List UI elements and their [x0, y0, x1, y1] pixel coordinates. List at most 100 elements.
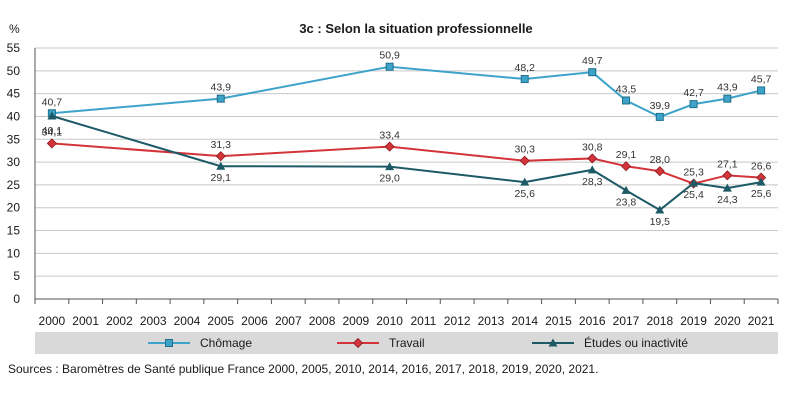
data-point-marker	[165, 339, 173, 347]
data-point-marker	[621, 185, 631, 194]
data-labels: 40,7 43,9 50,9 48,2 49,7 43,5 39,9 42,7 43,9 45,7…	[42, 50, 772, 228]
data-point-marker	[215, 151, 226, 162]
data-label: 29,1	[616, 149, 637, 161]
x-tick-label: 2017	[613, 314, 640, 328]
x-tick-label: 2000	[39, 314, 66, 328]
data-point-marker	[385, 62, 394, 71]
data-point-marker	[620, 161, 632, 172]
data-label: 25,6	[514, 188, 535, 200]
x-tick-label: 2001	[72, 314, 99, 328]
x-tick-label: 2007	[275, 314, 302, 328]
x-tick-label: 2003	[140, 314, 167, 328]
data-label: 43,5	[616, 83, 637, 95]
data-point-marker	[722, 183, 732, 192]
data-point-marker	[519, 155, 530, 166]
data-label: 25,6	[751, 188, 772, 200]
data-point-marker	[655, 112, 664, 121]
series-path	[51, 115, 762, 212]
x-axis-ticks: 2000 2001 2002 2003 2004 2005 2006 2007 2008 2009…	[39, 314, 775, 328]
x-tick-label: 2014	[511, 314, 538, 328]
data-point-marker	[385, 162, 395, 171]
y-tick-label: 10	[7, 246, 21, 260]
data-point-marker	[384, 141, 395, 152]
legend: Chômage Travail Études ou inactivité	[35, 332, 778, 354]
x-tick-label: 2016	[579, 314, 606, 328]
data-point-marker	[588, 68, 597, 77]
x-tick-label: 2004	[174, 314, 201, 328]
x-tick-label: 2012	[444, 314, 471, 328]
data-label: 28,3	[582, 176, 603, 188]
series-line	[47, 111, 766, 214]
data-label: 24,3	[717, 194, 738, 206]
x-tick-label: 2010	[376, 314, 403, 328]
data-label: 33,4	[379, 130, 400, 142]
data-point-marker	[756, 177, 766, 186]
data-label: 28,0	[650, 154, 671, 166]
data-point-marker	[47, 111, 57, 120]
data-point-marker	[689, 178, 699, 187]
x-tick-label: 2015	[545, 314, 572, 328]
y-tick-label: 20	[7, 201, 21, 215]
data-label: 19,5	[650, 216, 671, 228]
data-label: 42,7	[683, 87, 704, 99]
y-tick-label: 5	[13, 269, 20, 283]
data-label: 39,9	[650, 100, 671, 112]
axes	[34, 48, 779, 304]
data-label: 34,1	[42, 126, 63, 138]
data-label: 45,7	[751, 73, 772, 85]
data-label: 43,9	[717, 82, 738, 94]
y-axis-ticks: 0 5 10 15 20 25 30 35 40 45 50 55	[7, 41, 21, 306]
data-point-marker	[689, 100, 698, 109]
data-label: 29,0	[379, 173, 400, 185]
data-label: 40,7	[42, 96, 63, 108]
gridlines	[35, 47, 778, 277]
data-point-marker	[587, 165, 597, 174]
data-label: 49,7	[582, 55, 603, 67]
legend-item: Études ou inactivité	[532, 335, 688, 350]
data-label: 30,8	[582, 141, 603, 153]
data-label: 30,3	[514, 144, 535, 156]
data-point-marker	[46, 138, 57, 149]
legend-label: Chômage	[200, 336, 252, 350]
source-note: Sources : Baromètres de Santé publique F…	[8, 362, 599, 376]
y-tick-label: 40	[7, 109, 21, 123]
x-tick-label: 2002	[106, 314, 133, 328]
y-tick-label: 50	[7, 64, 21, 78]
series-path	[51, 65, 762, 118]
legend-item: Travail	[337, 336, 425, 350]
series-group	[46, 62, 767, 214]
data-label: 48,2	[514, 62, 535, 74]
data-point-marker	[723, 94, 732, 103]
y-tick-label: 45	[7, 87, 21, 101]
data-label: 26,6	[751, 161, 772, 173]
data-point-marker	[622, 96, 631, 105]
data-point-marker	[655, 205, 665, 214]
data-point-marker	[520, 177, 530, 186]
y-tick-label: 55	[7, 41, 21, 55]
data-point-marker	[352, 337, 364, 349]
y-axis-unit: %	[9, 22, 20, 36]
line-chart: 3c : Selon la situation professionnelle …	[7, 21, 779, 354]
x-tick-label: 2011	[410, 314, 436, 328]
y-tick-label: 30	[7, 155, 21, 169]
data-label: 43,9	[211, 82, 232, 94]
x-tick-label: 2020	[714, 314, 741, 328]
data-label: 40,1	[42, 125, 63, 137]
data-label: 29,1	[211, 172, 232, 184]
x-tick-label: 2008	[309, 314, 336, 328]
data-point-marker	[722, 170, 733, 181]
data-label: 27,1	[717, 158, 738, 170]
data-point-marker	[587, 153, 598, 164]
data-label: 50,9	[379, 50, 400, 62]
x-tick-label: 2013	[478, 314, 505, 328]
series-path	[51, 142, 762, 185]
x-tick-label: 2019	[680, 314, 707, 328]
y-tick-label: 35	[7, 132, 21, 146]
x-tick-label: 2009	[342, 314, 369, 328]
y-tick-label: 25	[7, 178, 21, 192]
data-point-marker	[757, 86, 766, 95]
data-point-marker	[520, 75, 529, 84]
data-point-marker	[216, 94, 225, 103]
x-tick-label: 2005	[207, 314, 234, 328]
